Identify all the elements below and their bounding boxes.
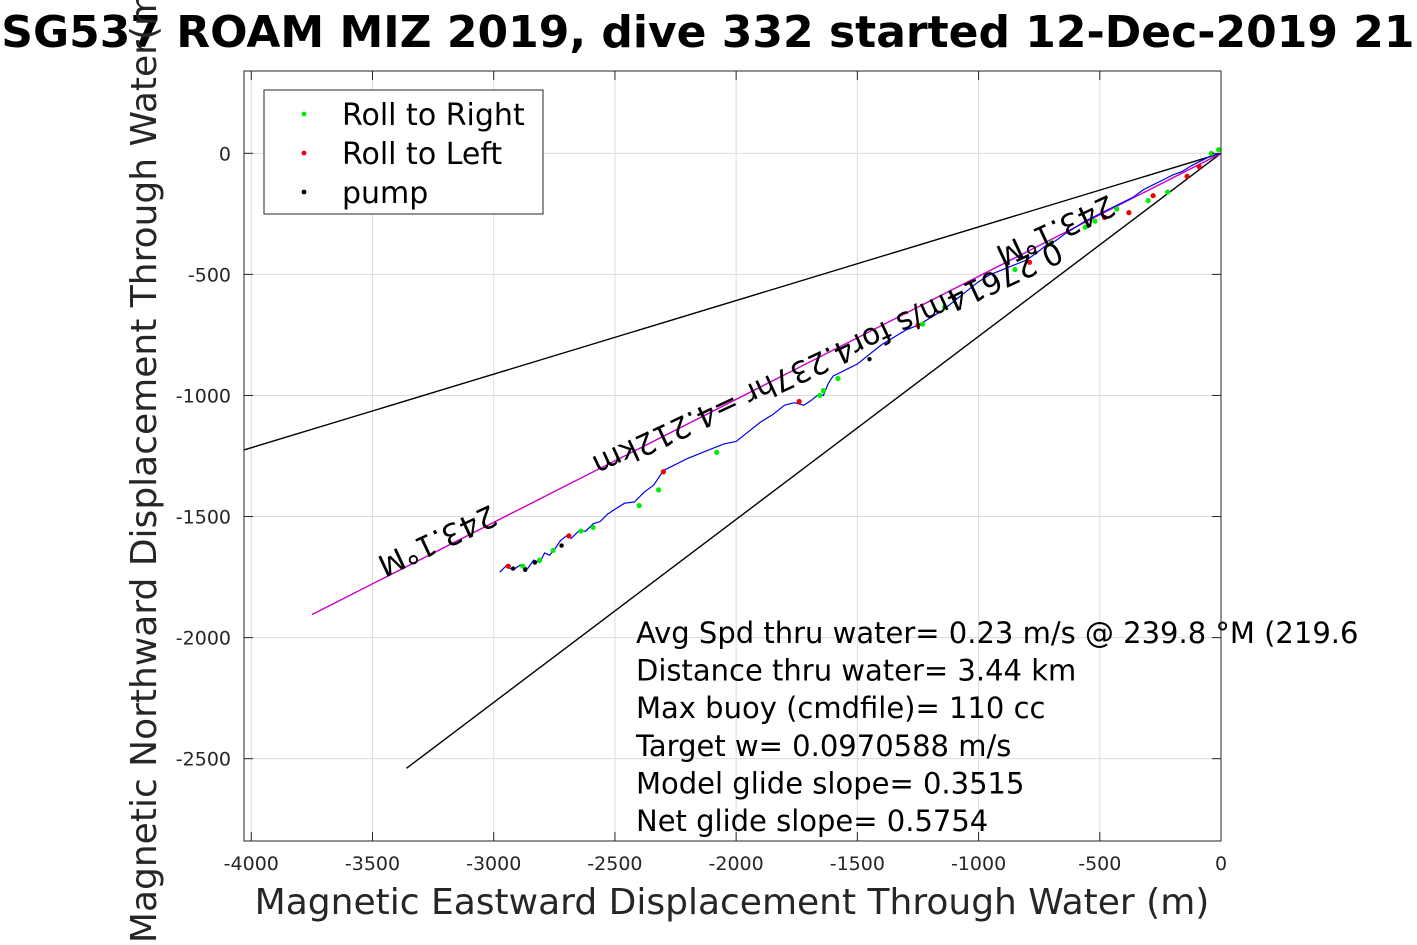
roll-right-marker [1082,224,1088,230]
roll-left-marker [566,533,572,539]
info-line: Net glide slope= 0.5754 [636,804,988,838]
roll-right-marker [1114,206,1120,212]
track [499,152,1222,573]
roll-left-marker [1102,214,1108,221]
x-tick-label: -4000 [224,853,279,875]
legend-marker [301,189,307,195]
roll-right-marker [1092,218,1098,224]
roll-right-marker [550,547,556,554]
roll-right-marker [942,304,948,310]
roll-left-marker [1026,259,1033,265]
x-tick-label: -1500 [830,853,885,875]
info-line: Target w= 0.0970588 m/s [635,729,1011,763]
legend-label: Roll to Right [342,98,525,133]
legend-marker [301,150,307,156]
x-tick-label: -3000 [466,853,521,875]
roll-right-marker [714,449,720,455]
y-tick-label: -2500 [176,749,231,771]
roll-left-marker [1126,210,1132,216]
y-axis-label: Magnetic Northward Displacement Through … [124,0,165,943]
reference-line-upper-bound [243,152,1222,451]
info-line: Distance thru water= 3.44 km [636,654,1076,688]
ticks: -4000 -3500 -3000 -2500 -2000 -1500 -1000 -500 0… [176,71,1227,875]
roll-left-marker [1196,164,1202,170]
roll-left-marker [796,398,802,405]
reference-lines [243,152,1222,769]
info-line: Model glide slope= 0.3515 [636,766,1024,800]
x-axis-label: Magnetic Eastward Displacement Through W… [255,882,1210,923]
y-tick-label: 0 [219,143,231,165]
roll-left-marker [915,322,921,328]
x-tick-label: -3500 [345,853,400,875]
reference-line-heading [311,152,1222,616]
roll-right-marker [835,375,841,382]
roll-right-marker [1208,150,1214,156]
y-tick-label: -1500 [176,507,231,529]
roll-right-marker [1145,197,1151,204]
x-tick-label: -500 [1078,853,1121,875]
roll-right-marker [537,557,543,563]
roll-right-marker [1048,240,1054,246]
roll-left-marker [1150,193,1156,199]
x-tick-label: -1000 [951,853,1006,875]
info-box: Avg Spd thru water= 0.23 m/s @ 239.8 °M … [635,616,1358,838]
roll-right-marker [578,528,584,534]
pump-marker [510,566,516,571]
roll-right-marker [1012,266,1018,273]
roll-right-marker [1165,189,1171,195]
roll-right-marker [920,321,926,327]
roll-right-marker [590,524,596,531]
roll-right-marker [820,388,827,394]
roll-left-marker [660,469,667,475]
roll-right-marker [636,503,642,509]
roll-left-marker [1184,173,1190,179]
legend-label: Roll to Left [342,137,502,172]
y-tick-label: -1000 [176,385,231,407]
legend-label: pump [342,176,428,211]
x-tick-label: 0 [1215,853,1227,875]
roll-left-marker [505,563,511,569]
x-tick-label: -2000 [709,853,764,875]
plot-frame [243,70,1222,842]
info-line: Max buoy (cmdfile)= 110 cc [636,691,1045,725]
roll-right-marker [655,487,662,493]
roll-right-marker [1215,147,1222,153]
pump-marker [532,560,538,565]
y-tick-label: -500 [188,264,231,286]
y-tick-label: -2000 [176,628,231,650]
pump-marker [559,543,564,548]
roll-right-marker [520,563,526,569]
markers [505,147,1222,573]
legend-marker [301,111,307,117]
pump-marker [952,296,957,301]
x-tick-label: -2500 [587,853,642,875]
reference-line-lower-bound [406,152,1222,769]
legend: Roll to Right Roll to Left pump [263,89,544,215]
roll-right-marker [817,392,823,399]
pump-marker [523,567,528,573]
chart-title: SG537 ROAM MIZ 2019, dive 332 started 12… [1,7,1417,58]
track-line [499,152,1222,573]
legend-box [263,89,544,215]
pump-marker [867,356,872,362]
info-line: Avg Spd thru water= 0.23 m/s @ 239.8 °M … [636,616,1358,650]
